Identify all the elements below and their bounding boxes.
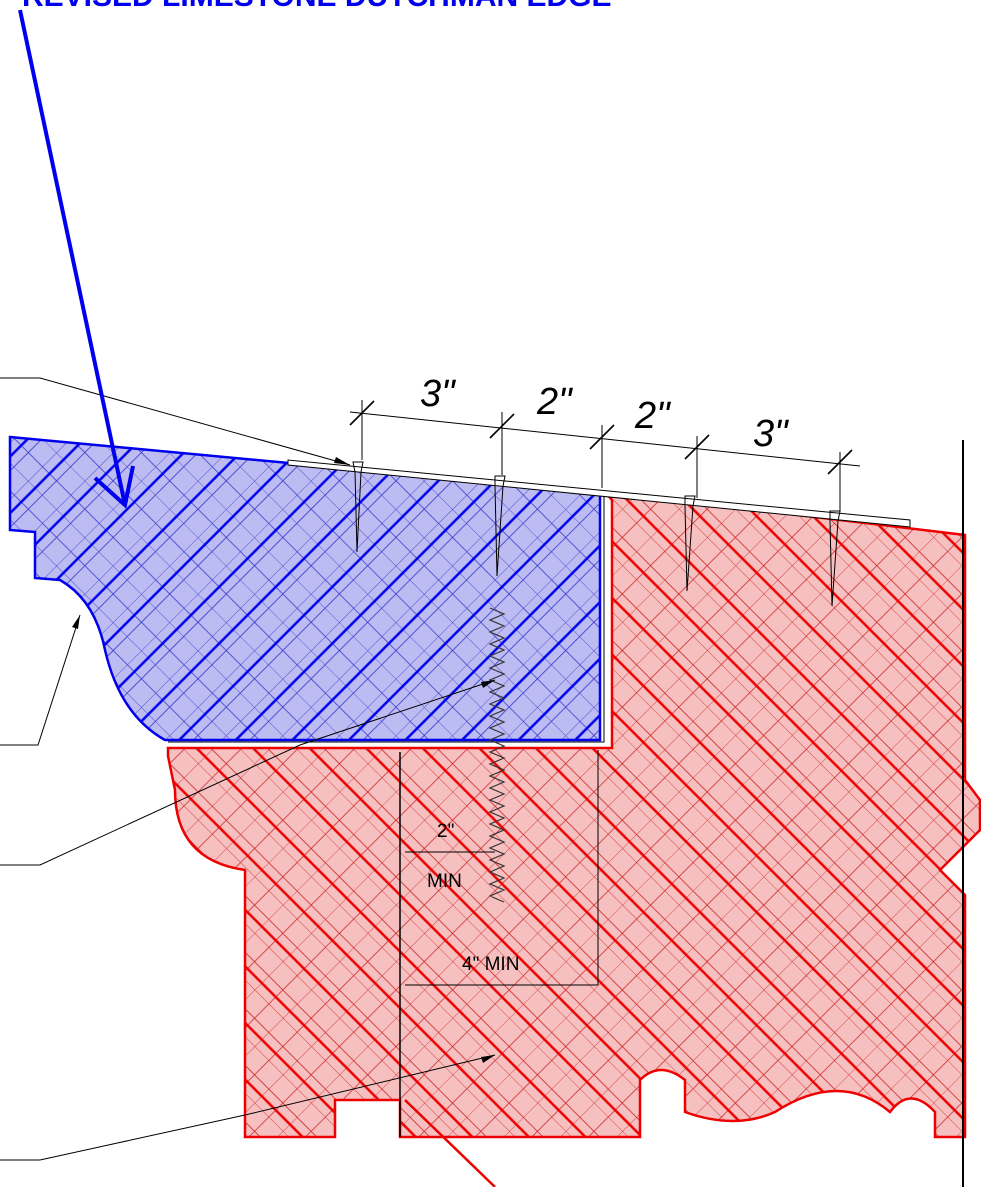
flashing (287, 459, 911, 528)
callout-line (404, 1099, 496, 1187)
dutchman (8, 435, 602, 742)
threaded-rod (488, 607, 506, 903)
screws (352, 461, 841, 607)
note: 2" (437, 821, 454, 842)
note: MIN (427, 871, 462, 892)
arrowheads (72, 457, 495, 1063)
callout-arrow (18, 9, 135, 509)
dimension-label: 3" (420, 373, 456, 415)
title: REVISED LIMESTONE DUTCHMAN EDGE (22, 0, 612, 13)
dimension-label: 2" (634, 395, 671, 437)
mortar-joint (168, 496, 605, 743)
dimension-lines (349, 400, 861, 986)
existing-stone (166, 490, 981, 1139)
dimension-label: 3" (753, 413, 789, 455)
leaders (0, 377, 496, 1161)
dimension-label: 2" (536, 381, 573, 423)
note: 4" MIN (462, 954, 519, 975)
